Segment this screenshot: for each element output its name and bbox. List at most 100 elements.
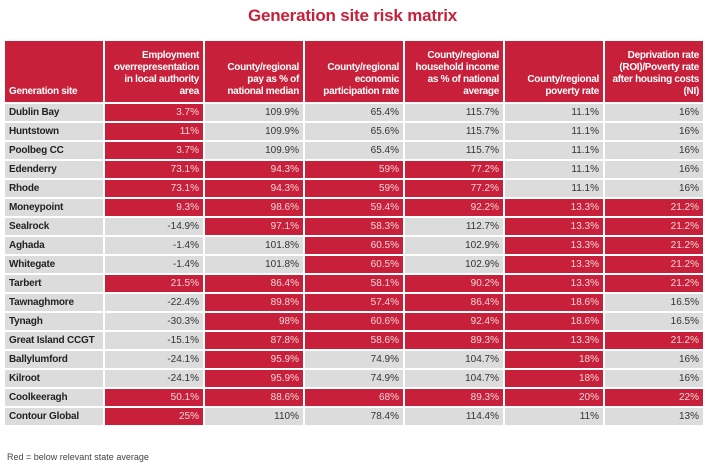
cell-pay: 98.6% xyxy=(205,199,303,216)
cell-generation-site: Kilroot xyxy=(5,370,103,387)
table-row: Dublin Bay 3.7% 109.9% 65.4% 115.7% 11.1% 16% xyxy=(5,104,703,121)
cell-pay: 101.8% xyxy=(205,237,303,254)
cell-employment-overrepresentation: 50.1% xyxy=(105,389,203,406)
cell-economic-participation: 60.5% xyxy=(305,237,403,254)
cell-poverty-rate: 11.1% xyxy=(505,104,603,121)
table-row: Moneypoint 9.3% 98.6% 59.4% 92.2% 13.3% 21.2% xyxy=(5,199,703,216)
cell-poverty-rate: 13.3% xyxy=(505,237,603,254)
cell-employment-overrepresentation: -14.9% xyxy=(105,218,203,235)
cell-generation-site: Great Island CCGT xyxy=(5,332,103,349)
cell-generation-site: Tawnaghmore xyxy=(5,294,103,311)
cell-household-income: 115.7% xyxy=(405,104,503,121)
cell-economic-participation: 74.9% xyxy=(305,351,403,368)
cell-deprivation-rate: 16% xyxy=(605,142,703,159)
column-header-pay: County/regional pay as % of national med… xyxy=(205,41,303,102)
table-row: Contour Global 25% 110% 78.4% 114.4% 11% 13% xyxy=(5,408,703,425)
cell-household-income: 112.7% xyxy=(405,218,503,235)
cell-economic-participation: 68% xyxy=(305,389,403,406)
cell-economic-participation: 57.4% xyxy=(305,294,403,311)
cell-economic-participation: 78.4% xyxy=(305,408,403,425)
cell-generation-site: Contour Global xyxy=(5,408,103,425)
cell-employment-overrepresentation: -24.1% xyxy=(105,351,203,368)
cell-pay: 109.9% xyxy=(205,104,303,121)
cell-household-income: 92.4% xyxy=(405,313,503,330)
cell-pay: 95.9% xyxy=(205,351,303,368)
cell-household-income: 77.2% xyxy=(405,161,503,178)
cell-household-income: 115.7% xyxy=(405,142,503,159)
cell-deprivation-rate: 21.2% xyxy=(605,332,703,349)
cell-poverty-rate: 13.3% xyxy=(505,199,603,216)
table-row: Tawnaghmore -22.4% 89.8% 57.4% 86.4% 18.6% 16.… xyxy=(5,294,703,311)
table-row: Poolbeg CC 3.7% 109.9% 65.4% 115.7% 11.1% 16% xyxy=(5,142,703,159)
cell-deprivation-rate: 16% xyxy=(605,370,703,387)
cell-poverty-rate: 18% xyxy=(505,370,603,387)
cell-deprivation-rate: 16% xyxy=(605,104,703,121)
cell-employment-overrepresentation: 9.3% xyxy=(105,199,203,216)
cell-deprivation-rate: 21.2% xyxy=(605,256,703,273)
cell-employment-overrepresentation: -24.1% xyxy=(105,370,203,387)
table-row: Aghada -1.4% 101.8% 60.5% 102.9% 13.3% 21.2% xyxy=(5,237,703,254)
cell-poverty-rate: 20% xyxy=(505,389,603,406)
cell-employment-overrepresentation: -1.4% xyxy=(105,237,203,254)
cell-generation-site: Moneypoint xyxy=(5,199,103,216)
cell-pay: 101.8% xyxy=(205,256,303,273)
cell-deprivation-rate: 21.2% xyxy=(605,237,703,254)
cell-employment-overrepresentation: 25% xyxy=(105,408,203,425)
column-header-household-income: County/regional household income as % of… xyxy=(405,41,503,102)
cell-poverty-rate: 11.1% xyxy=(505,180,603,197)
cell-poverty-rate: 13.3% xyxy=(505,332,603,349)
cell-household-income: 92.2% xyxy=(405,199,503,216)
cell-pay: 95.9% xyxy=(205,370,303,387)
table-row: Huntstown 11% 109.9% 65.6% 115.7% 11.1% 16% xyxy=(5,123,703,140)
cell-poverty-rate: 11% xyxy=(505,408,603,425)
cell-deprivation-rate: 21.2% xyxy=(605,199,703,216)
cell-economic-participation: 60.6% xyxy=(305,313,403,330)
cell-economic-participation: 65.4% xyxy=(305,104,403,121)
cell-generation-site: Poolbeg CC xyxy=(5,142,103,159)
column-header-generation-site: Generation site xyxy=(5,41,103,102)
cell-household-income: 86.4% xyxy=(405,294,503,311)
cell-economic-participation: 65.6% xyxy=(305,123,403,140)
cell-employment-overrepresentation: 3.7% xyxy=(105,142,203,159)
cell-deprivation-rate: 16.5% xyxy=(605,294,703,311)
cell-employment-overrepresentation: 11% xyxy=(105,123,203,140)
cell-pay: 94.3% xyxy=(205,161,303,178)
cell-deprivation-rate: 16% xyxy=(605,180,703,197)
cell-economic-participation: 60.5% xyxy=(305,256,403,273)
cell-employment-overrepresentation: -1.4% xyxy=(105,256,203,273)
cell-generation-site: Huntstown xyxy=(5,123,103,140)
table-row: Sealrock -14.9% 97.1% 58.3% 112.7% 13.3% 21.2% xyxy=(5,218,703,235)
cell-generation-site: Tynagh xyxy=(5,313,103,330)
cell-economic-participation: 59% xyxy=(305,161,403,178)
cell-employment-overrepresentation: 3.7% xyxy=(105,104,203,121)
cell-deprivation-rate: 21.2% xyxy=(605,218,703,235)
cell-deprivation-rate: 16% xyxy=(605,161,703,178)
chart-title: Generation site risk matrix xyxy=(247,6,458,25)
cell-poverty-rate: 13.3% xyxy=(505,256,603,273)
table-row: Coolkeeragh 50.1% 88.6% 68% 89.3% 20% 22% xyxy=(5,389,703,406)
cell-employment-overrepresentation: -30.3% xyxy=(105,313,203,330)
cell-poverty-rate: 18.6% xyxy=(505,294,603,311)
cell-economic-participation: 59.4% xyxy=(305,199,403,216)
cell-deprivation-rate: 16% xyxy=(605,351,703,368)
cell-pay: 97.1% xyxy=(205,218,303,235)
cell-poverty-rate: 13.3% xyxy=(505,218,603,235)
cell-economic-participation: 58.1% xyxy=(305,275,403,292)
legend-note: Red = below relevant state average xyxy=(7,452,149,462)
header-row: Generation site Employment overrepresent… xyxy=(5,41,703,102)
table-row: Rhode 73.1% 94.3% 59% 77.2% 11.1% 16% xyxy=(5,180,703,197)
cell-pay: 109.9% xyxy=(205,123,303,140)
cell-economic-participation: 58.3% xyxy=(305,218,403,235)
cell-household-income: 89.3% xyxy=(405,332,503,349)
cell-pay: 98% xyxy=(205,313,303,330)
cell-pay: 86.4% xyxy=(205,275,303,292)
cell-household-income: 104.7% xyxy=(405,351,503,368)
cell-generation-site: Coolkeeragh xyxy=(5,389,103,406)
cell-poverty-rate: 13.3% xyxy=(505,275,603,292)
cell-generation-site: Edenderry xyxy=(5,161,103,178)
cell-poverty-rate: 18% xyxy=(505,351,603,368)
table-body: Dublin Bay 3.7% 109.9% 65.4% 115.7% 11.1% 16% H… xyxy=(5,104,703,425)
cell-generation-site: Rhode xyxy=(5,180,103,197)
cell-deprivation-rate: 16.5% xyxy=(605,313,703,330)
column-header-poverty-rate: County/regional poverty rate xyxy=(505,41,603,102)
